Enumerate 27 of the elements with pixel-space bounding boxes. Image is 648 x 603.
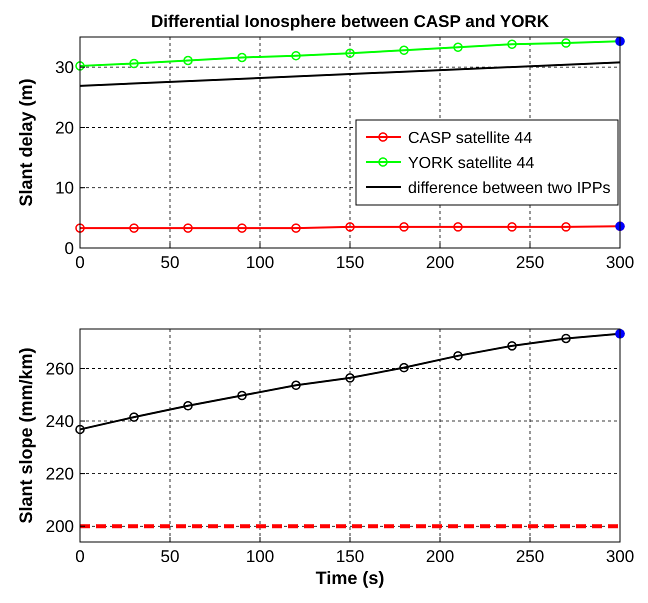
legend-label: CASP satellite 44 (408, 130, 532, 147)
y-tick-label: 20 (55, 118, 74, 138)
x-tick-label: 200 (426, 253, 454, 272)
x-tick-label: 50 (160, 253, 180, 272)
y-tick-label: 30 (55, 58, 74, 78)
x-tick-label: 300 (606, 253, 634, 272)
x-tick-label: 250 (516, 547, 544, 566)
y-tick-label: 240 (46, 412, 74, 432)
y-tick-label: 220 (46, 464, 74, 484)
x-tick-label: 150 (336, 547, 364, 566)
x-tick-label: 300 (606, 547, 634, 566)
x-tick-label: 50 (160, 547, 180, 566)
y-tick-label: 260 (46, 359, 74, 378)
y-tick-label: 10 (55, 178, 74, 198)
x-tick-label: 200 (426, 547, 454, 566)
x-axis-title: Time (s) (316, 568, 384, 588)
legend-label: difference between two IPPs (408, 180, 610, 197)
x-tick-label: 100 (246, 253, 274, 272)
chart-title: Differential Ionosphere between CASP and YORK (150, 12, 550, 31)
y-tick-label: 200 (46, 517, 74, 536)
x-tick-label: 250 (516, 253, 544, 272)
legend-label: YORK satellite 44 (408, 155, 534, 172)
y-axis-title: Slant slope (mm/km) (16, 347, 36, 524)
x-tick-label: 100 (246, 547, 274, 566)
y-axis-title: Slant delay (m) (16, 78, 36, 207)
x-tick-label: 150 (336, 253, 364, 272)
y-tick-label: 0 (64, 239, 74, 258)
